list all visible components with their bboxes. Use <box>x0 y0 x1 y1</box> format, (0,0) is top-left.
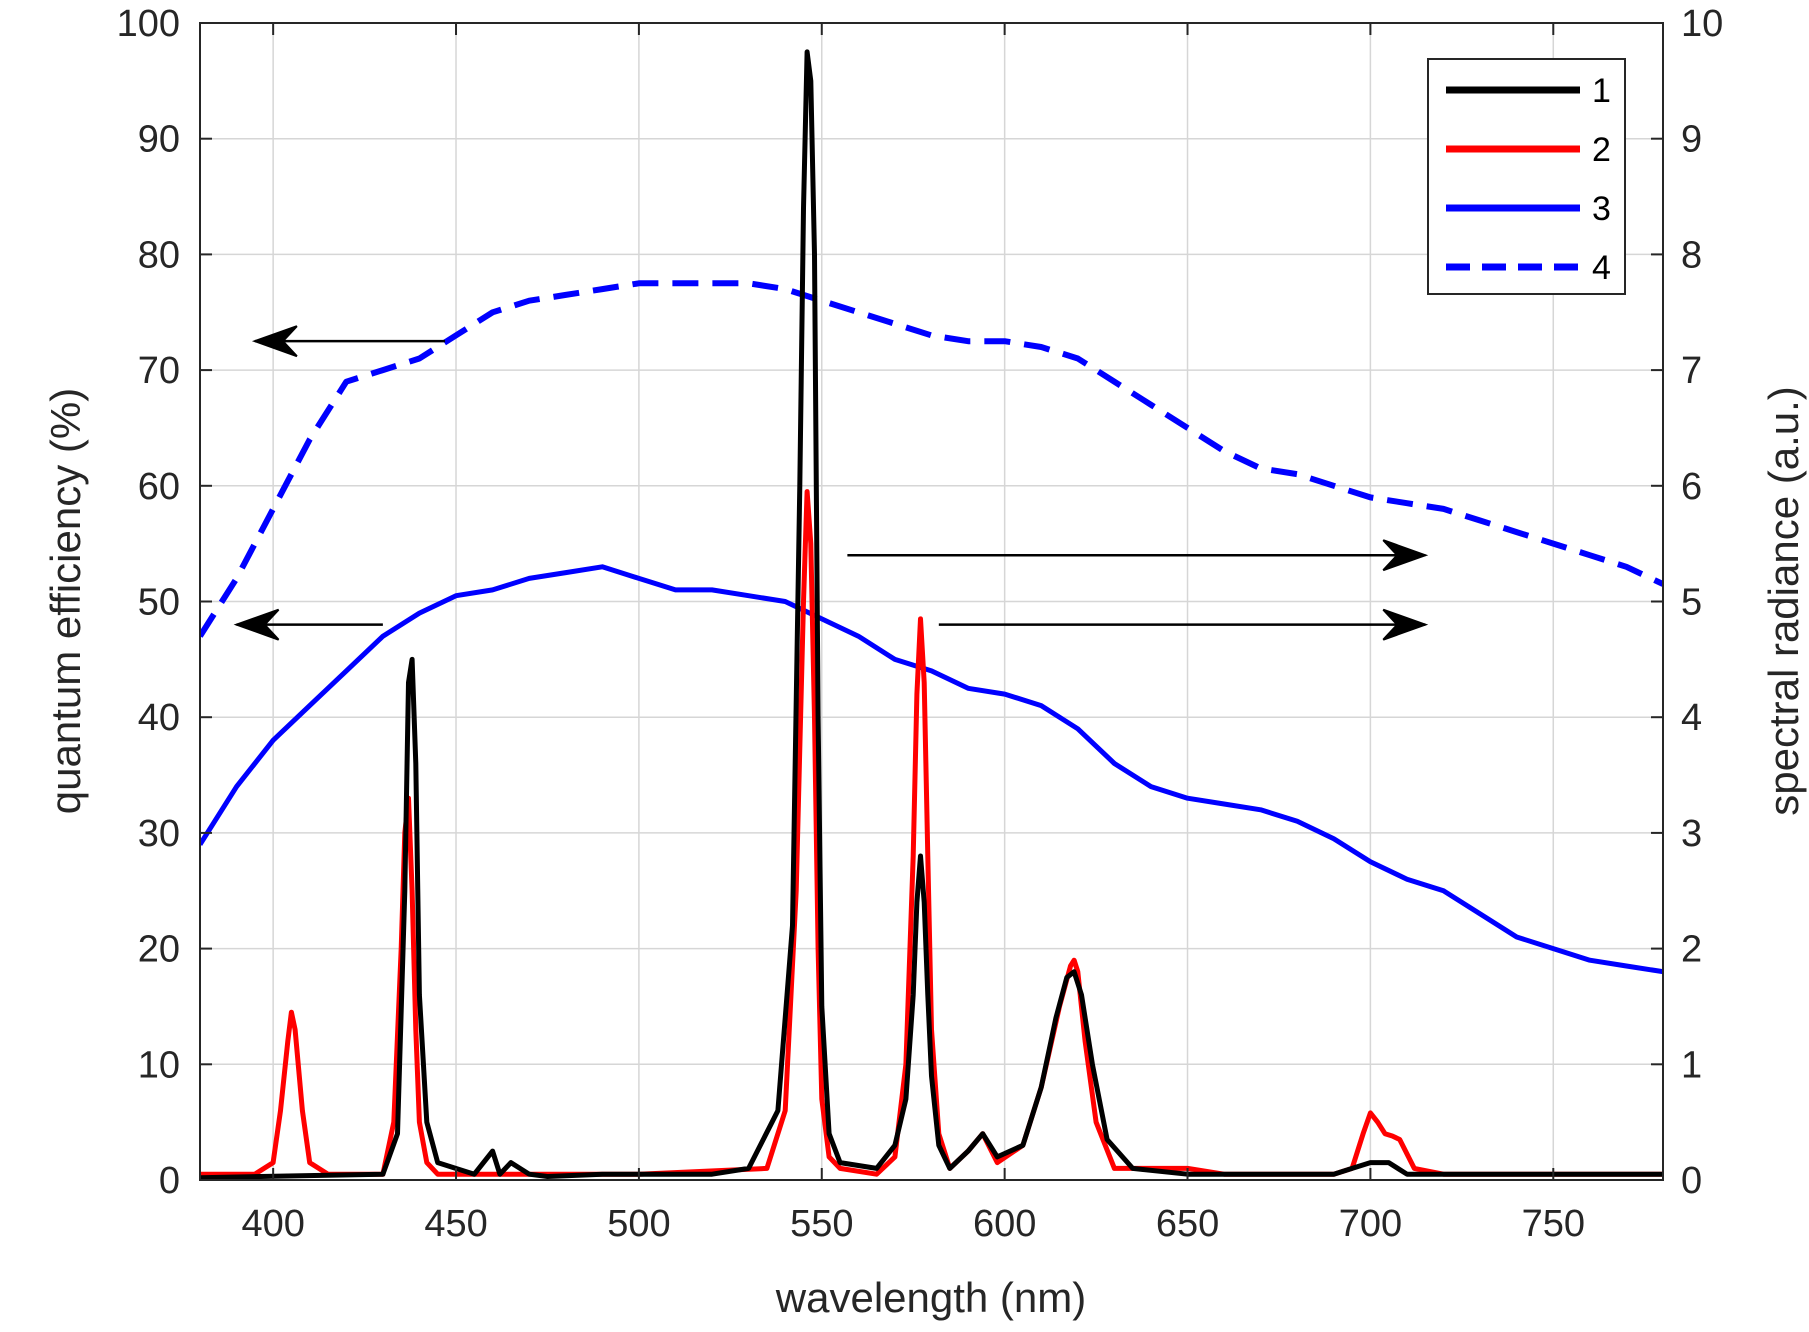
legend-label-2: 2 <box>1592 131 1611 169</box>
y-right-tick-label: 1 <box>1681 1044 1702 1086</box>
y-left-tick-label: 50 <box>138 582 180 624</box>
tick-labels: 400 450 500 550 600 650 700 7500102030405060708… <box>117 3 1724 1245</box>
y-left-tick-label: 30 <box>138 813 180 855</box>
legend-label-3: 3 <box>1592 190 1611 228</box>
y-left-tick-label: 0 <box>159 1160 180 1202</box>
x-tick-label: 500 <box>607 1203 670 1245</box>
y-left-tick-label: 40 <box>138 697 180 739</box>
x-tick-label: 450 <box>424 1203 487 1245</box>
y-right-tick-label: 10 <box>1681 3 1723 45</box>
y-right-tick-label: 7 <box>1681 350 1702 392</box>
series-2-line <box>200 489 1663 1177</box>
x-tick-label: 650 <box>1156 1203 1219 1245</box>
x-axis-title: wavelength (nm) <box>775 1274 1086 1321</box>
y-right-tick-label: 9 <box>1681 119 1702 161</box>
y-left-tick-label: 20 <box>138 929 180 971</box>
x-tick-label: 550 <box>790 1203 853 1245</box>
y-right-tick-label: 0 <box>1681 1160 1702 1202</box>
y-left-tick-label: 70 <box>138 350 180 392</box>
series-3-line <box>200 564 1663 975</box>
x-tick-label: 750 <box>1522 1203 1585 1245</box>
y-right-tick-label: 3 <box>1681 813 1702 855</box>
y-left-tick-label: 60 <box>138 466 180 508</box>
ticks <box>200 22 1663 1181</box>
arrow-head-right <box>1382 539 1429 572</box>
x-tick-label: 400 <box>241 1203 304 1245</box>
series-1-line <box>200 49 1663 1180</box>
y-right-tick-label: 8 <box>1681 234 1702 276</box>
x-tick-label: 700 <box>1339 1203 1402 1245</box>
y-axis-title-right: spectral radiance (a.u.) <box>1760 386 1807 816</box>
legend: 1 2 3 4 <box>1427 58 1626 295</box>
x-tick-label: 600 <box>973 1203 1036 1245</box>
y-left-tick-label: 80 <box>138 234 180 276</box>
arrow-head-right <box>1382 608 1429 641</box>
legend-box <box>1427 58 1626 295</box>
y-right-tick-label: 2 <box>1681 929 1702 971</box>
y-right-tick-label: 5 <box>1681 582 1702 624</box>
y-right-tick-label: 4 <box>1681 697 1702 739</box>
legend-label-4: 4 <box>1592 249 1611 287</box>
legend-label-1: 1 <box>1592 72 1611 110</box>
y-axis-title-left: quantum efficiency (%) <box>42 388 89 814</box>
arrow-head-left <box>233 608 280 641</box>
arrow-head-left <box>251 325 298 358</box>
y-left-tick-label: 10 <box>138 1044 180 1086</box>
y-left-tick-label: 90 <box>138 119 180 161</box>
y-right-tick-label: 6 <box>1681 466 1702 508</box>
annotation-layer <box>233 325 1429 641</box>
y-left-tick-label: 100 <box>117 3 180 45</box>
series-layer <box>200 49 1663 1180</box>
